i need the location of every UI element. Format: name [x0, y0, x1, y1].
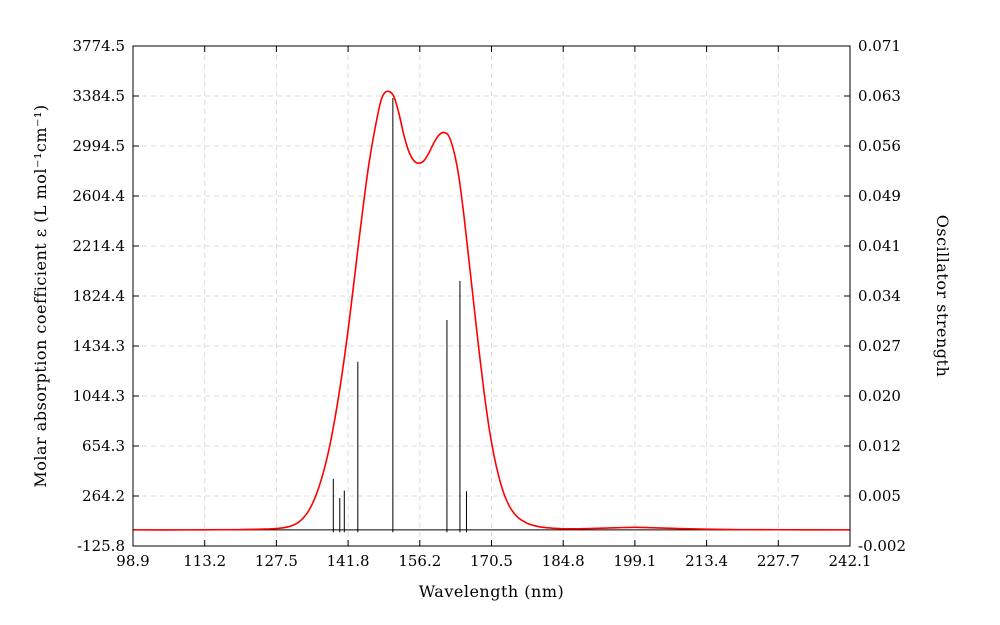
- x-tick-label: 170.5: [470, 552, 513, 570]
- y-left-tick-label: 3774.5: [73, 37, 126, 55]
- y-right-tick-label: 0.049: [858, 187, 901, 205]
- y-left-tick-label: 2994.5: [73, 137, 126, 155]
- y-right-tick-label: 0.041: [858, 237, 901, 255]
- x-tick-label: 242.1: [829, 552, 872, 570]
- spectrum-line: [132, 90, 851, 531]
- x-tick-label: 213.4: [685, 552, 728, 570]
- y-right-tick-label: 0.020: [858, 387, 901, 405]
- y-left-tick-label: 2214.4: [73, 237, 126, 255]
- x-tick-label: 127.5: [255, 552, 298, 570]
- y-right-tick-label: 0.056: [858, 137, 901, 155]
- x-tick-label: 156.2: [398, 552, 441, 570]
- y-left-tick-label: 654.3: [82, 437, 125, 455]
- x-tick-label: 141.8: [327, 552, 370, 570]
- y-left-tick-label: 1824.4: [73, 287, 126, 305]
- y-right-tick-label: 0.063: [858, 87, 901, 105]
- x-tick-label: 227.7: [757, 552, 800, 570]
- y-left-tick-labels: -125.8 264.2 654.3 1044.3 1434.3 1824.4 2214.4…: [73, 37, 126, 555]
- y-left-tick-label: 1044.3: [73, 387, 126, 405]
- x-tick-label: 184.8: [542, 552, 585, 570]
- axis-ticks: [132, 45, 851, 547]
- y-right-tick-label: 0.027: [858, 337, 901, 355]
- x-tick-label: 113.2: [183, 552, 226, 570]
- y-right-tick-labels: -0.002 0.005 0.012 0.020 0.027 0.034 0.041 0.04…: [858, 37, 906, 555]
- x-tick-label: 98.9: [116, 552, 149, 570]
- y-left-axis-title: Molar absorption coefficient ε (L mol⁻¹c…: [31, 104, 50, 487]
- x-tick-label: 199.1: [613, 552, 656, 570]
- y-left-tick-label: -125.8: [77, 537, 125, 555]
- y-left-tick-label: 2604.4: [73, 187, 126, 205]
- y-right-tick-label: 0.071: [858, 37, 901, 55]
- y-right-tick-label: 0.005: [858, 487, 901, 505]
- oscillator-sticks: [332, 98, 467, 533]
- y-right-tick-label: 0.012: [858, 437, 901, 455]
- y-left-tick-label: 1434.3: [73, 337, 126, 355]
- y-right-tick-label: -0.002: [858, 537, 906, 555]
- x-tick-labels: 98.9 113.2 127.5 141.8 156.2 170.5 184.8 199.1 2…: [116, 552, 871, 570]
- y-right-axis-title: Oscillator strength: [933, 215, 952, 378]
- grid-lines: [133, 46, 850, 546]
- y-left-tick-label: 3384.5: [73, 87, 126, 105]
- y-left-tick-label: 264.2: [82, 487, 125, 505]
- y-right-tick-label: 0.034: [858, 287, 901, 305]
- x-axis-title: Wavelength (nm): [419, 582, 565, 601]
